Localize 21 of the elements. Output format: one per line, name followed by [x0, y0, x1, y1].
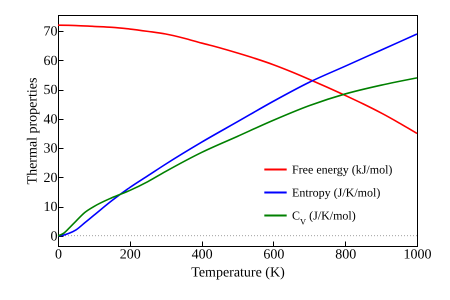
- line-series: [57, 33, 418, 237]
- x-tick-label: 1000: [404, 248, 432, 262]
- y-tick-label: 40: [44, 112, 58, 128]
- legend-label: Free energy (kJ/mol): [292, 162, 392, 176]
- y-tick-label: 70: [44, 24, 58, 40]
- y-tick-label: 20: [44, 170, 58, 186]
- y-axis-title: Thermal properties: [26, 78, 40, 184]
- y-tick-label: 30: [44, 142, 58, 157]
- legend-label: Entropy (J/K/mol): [292, 186, 380, 200]
- y-tick-label: 10: [44, 200, 58, 216]
- line-series: [57, 77, 418, 237]
- y-tick-label: 0: [50, 229, 58, 244]
- legend-label: C$_{V}$ (J/K/mol): [292, 208, 356, 226]
- y-tick-label: 60: [44, 54, 58, 69]
- line-series: [57, 24, 418, 134]
- y-tick-label: 50: [44, 83, 58, 98]
- x-tick-label: 200: [120, 248, 141, 262]
- x-axis-title: Temperature (K): [191, 266, 286, 280]
- x-tick-label: 400: [192, 248, 213, 262]
- x-tick-label: 800: [335, 248, 356, 262]
- x-tick-label: 600: [263, 248, 284, 262]
